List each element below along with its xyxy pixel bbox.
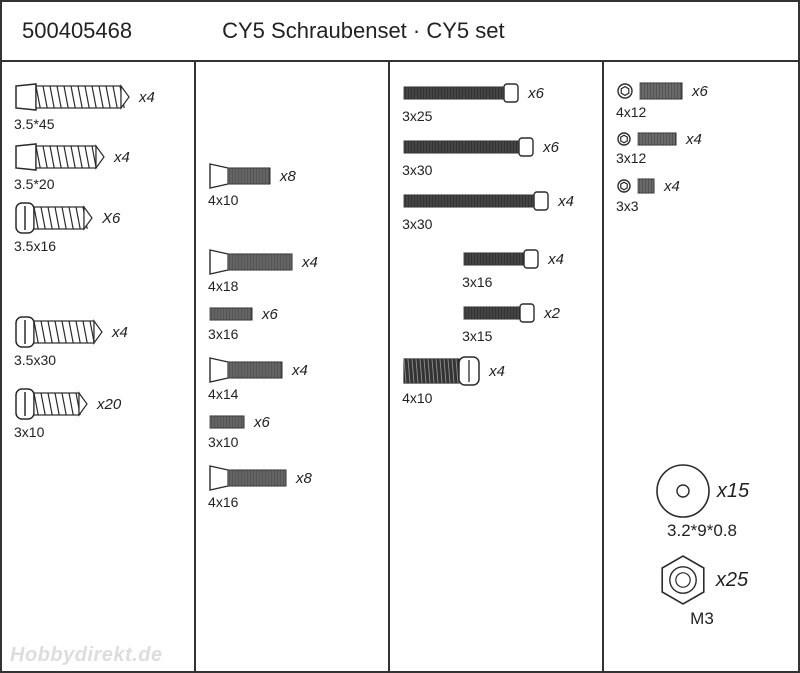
part-item: x4 4x10 — [402, 354, 592, 406]
part-qty: x4 — [302, 254, 318, 271]
part-qty: x4 — [686, 131, 702, 148]
screw-icon — [208, 464, 290, 492]
part-qty: x6 — [528, 85, 544, 102]
part-size: 3.2*9*0.8 — [667, 521, 737, 541]
part-qty: x6 — [692, 83, 708, 100]
screw-icon — [14, 314, 106, 350]
screw-icon — [402, 188, 552, 214]
part-item: x6 3x16 — [208, 304, 378, 342]
part-item: x2 3x15 — [402, 300, 592, 344]
parts-diagram-sheet: 500405468 CY5 Schraubenset · CY5 set x4 … — [0, 0, 800, 673]
part-qty: x4 — [139, 89, 155, 106]
part-qty: x6 — [543, 139, 559, 156]
screw-icon — [14, 140, 108, 174]
part-item: x4 3.5*45 — [14, 80, 184, 132]
part-size: 3x16 — [208, 326, 238, 342]
screw-icon — [616, 176, 658, 196]
part-qty: x20 — [97, 396, 121, 413]
column-4: x6 4x12 x4 3x12 x4 3x3 x15 3.2*9*0.8 x25 — [604, 62, 798, 671]
part-size: 3.5*45 — [14, 116, 54, 132]
part-qty: x15 — [717, 480, 749, 503]
part-size: 3.5*20 — [14, 176, 54, 192]
bottom-group: x15 3.2*9*0.8 x25 M3 — [616, 463, 788, 661]
part-size: 3x15 — [402, 328, 492, 344]
column-2: x8 4x10 x4 4x18 x6 3x16 x4 4x14 x6 3x10 … — [196, 62, 390, 671]
part-qty: x4 — [548, 251, 564, 268]
part-size: 4x16 — [208, 494, 238, 510]
part-item: x20 3x10 — [14, 386, 184, 440]
part-qty: x2 — [544, 305, 560, 322]
part-item: x8 4x10 — [208, 162, 378, 208]
screw-icon — [208, 412, 248, 432]
part-size: 4x12 — [616, 104, 646, 120]
screw-icon — [462, 246, 542, 272]
part-size: M3 — [690, 609, 714, 629]
screw-icon — [462, 300, 538, 326]
nut-icon — [656, 553, 710, 607]
part-qty: x4 — [114, 149, 130, 166]
screw-icon — [402, 134, 537, 160]
screw-icon — [616, 130, 680, 148]
part-item: x4 3x30 — [402, 188, 592, 232]
screw-icon — [208, 356, 286, 384]
sheet-title: CY5 Schraubenset · CY5 set — [222, 18, 504, 44]
column-3: x6 3x25 x6 3x30 x4 3x30 x4 3x16 x2 3x15 … — [390, 62, 604, 671]
screw-icon — [402, 80, 522, 106]
part-qty: x4 — [558, 193, 574, 210]
part-size: 3x30 — [402, 216, 432, 232]
columns-container: x4 3.5*45 x4 3.5*20 X6 3.5x16 x4 3.5x30 … — [2, 62, 798, 671]
part-item: x6 3x30 — [402, 134, 592, 178]
part-qty: x8 — [296, 470, 312, 487]
part-item: x4 4x18 — [208, 248, 378, 294]
part-qty: x8 — [280, 168, 296, 185]
part-size: 4x18 — [208, 278, 238, 294]
part-item: x6 3x25 — [402, 80, 592, 124]
part-item: X6 3.5x16 — [14, 200, 184, 254]
screw-icon — [402, 354, 483, 388]
part-qty: X6 — [102, 210, 120, 227]
part-qty: x4 — [112, 324, 128, 341]
part-item: x4 4x14 — [208, 356, 378, 402]
part-qty: x6 — [262, 306, 278, 323]
part-item: x4 3.5x30 — [14, 314, 184, 368]
column-1: x4 3.5*45 x4 3.5*20 X6 3.5x16 x4 3.5x30 … — [2, 62, 196, 671]
screw-icon — [208, 304, 256, 324]
part-item: x4 3x12 — [616, 130, 788, 166]
screw-icon — [208, 248, 296, 276]
part-size: 4x14 — [208, 386, 238, 402]
part-item: x4 3x3 — [616, 176, 788, 214]
part-item: x8 4x16 — [208, 464, 378, 510]
screw-icon — [14, 200, 96, 236]
part-size: 3x10 — [14, 424, 44, 440]
part-qty: x25 — [716, 569, 748, 592]
part-size: 3x3 — [616, 198, 639, 214]
part-size: 3.5x30 — [14, 352, 56, 368]
part-item: x25 M3 — [616, 553, 788, 629]
part-item: x4 3x16 — [402, 246, 592, 290]
part-qty: x6 — [254, 414, 270, 431]
part-item: x6 4x12 — [616, 80, 788, 120]
screw-icon — [14, 80, 133, 114]
part-size: 3x16 — [402, 274, 492, 290]
part-qty: x4 — [664, 178, 680, 195]
part-size: 4x10 — [208, 192, 238, 208]
part-number: 500405468 — [22, 18, 132, 44]
part-item: x6 3x10 — [208, 412, 378, 450]
part-item: x15 3.2*9*0.8 — [616, 463, 788, 541]
part-size: 3.5x16 — [14, 238, 56, 254]
part-size: 3x10 — [208, 434, 238, 450]
screw-icon — [208, 162, 274, 190]
part-size: 4x10 — [402, 390, 432, 406]
part-qty: x4 — [489, 363, 505, 380]
part-size: 3x30 — [402, 162, 432, 178]
screw-icon — [14, 386, 91, 422]
part-size: 3x25 — [402, 108, 432, 124]
part-item: x4 3.5*20 — [14, 140, 184, 192]
part-size: 3x12 — [616, 150, 646, 166]
part-qty: x4 — [292, 362, 308, 379]
screw-icon — [616, 80, 686, 102]
header: 500405468 CY5 Schraubenset · CY5 set — [2, 2, 798, 62]
washer-icon — [655, 463, 711, 519]
